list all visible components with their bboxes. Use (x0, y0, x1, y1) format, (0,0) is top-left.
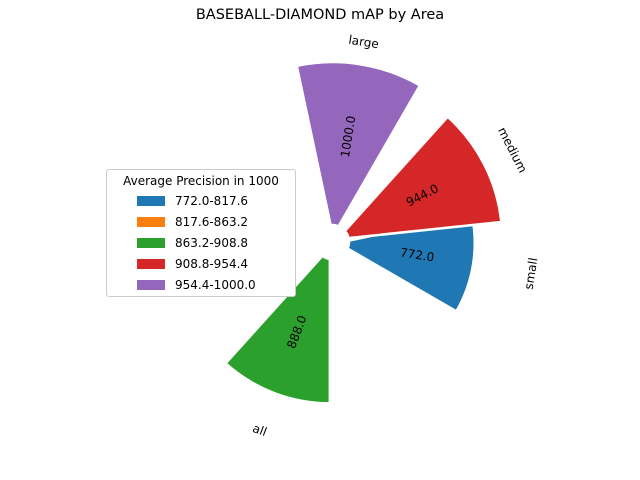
bar-small (345, 213, 477, 314)
legend-swatch (137, 238, 165, 248)
value-label: 772.0 (399, 245, 435, 264)
legend-swatch (137, 280, 165, 290)
chart-title: BASEBALL-DIAMOND mAP by Area (195, 7, 445, 23)
legend-swatch (137, 196, 165, 206)
category-label: all (251, 421, 269, 439)
legend-label: 772.0-817.6 (175, 194, 249, 208)
legend: Average Precision in 1000 772.0-817.6 81… (106, 169, 296, 297)
category-label: small (522, 257, 541, 291)
bar-medium (342, 114, 503, 240)
legend-title: Average Precision in 1000 (123, 174, 279, 188)
bar-all (223, 254, 332, 405)
value-label: 1000.0 (338, 115, 358, 159)
legend-label: 863.2-908.8 (175, 236, 249, 250)
legend-label: 954.4-1000.0 (175, 278, 256, 292)
legend-label: 908.8-954.4 (175, 257, 249, 271)
category-label: large (348, 33, 380, 52)
bar-large (295, 60, 422, 229)
legend-label: 817.6-863.2 (175, 215, 249, 229)
legend-swatch (137, 217, 165, 227)
category-label: medium (495, 125, 530, 175)
legend-swatch (137, 259, 165, 269)
